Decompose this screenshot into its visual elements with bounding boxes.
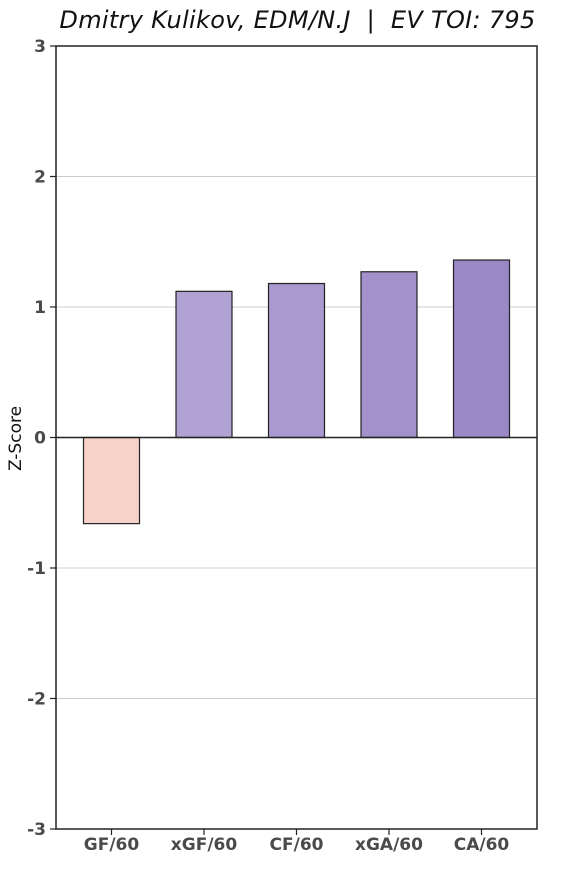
- x-tick-label: GF/60: [84, 835, 140, 855]
- bar-xga-60: [360, 271, 418, 439]
- x-tick-label: xGF/60: [171, 835, 238, 855]
- bar-ca-60: [452, 259, 511, 439]
- bar-gf-60: [82, 436, 141, 525]
- x-tick-label: xGA/60: [355, 835, 423, 855]
- bar-cf-60: [267, 282, 326, 439]
- y-tick-labels: -3 -2 -1 0 1 2 3: [27, 37, 56, 840]
- x-tick-label: CF/60: [270, 835, 324, 855]
- x-tick-label: CA/60: [454, 835, 510, 855]
- x-tick-labels: GF/60 xGF/60 CF/60 xGA/60 CA/60: [84, 829, 510, 855]
- axes: [55, 45, 538, 830]
- y-axis-label: Z-Score: [6, 406, 26, 471]
- y-tick-label: 1: [34, 298, 46, 318]
- y-tick-label: -2: [27, 690, 46, 710]
- chart-title: Dmitry Kulikov, EDM/N.J | EV TOI: 795: [59, 6, 536, 34]
- y-tick-label: 3: [34, 37, 46, 57]
- y-tick-label: -3: [27, 820, 46, 840]
- y-tick-label: 0: [34, 429, 46, 449]
- bar-xgf-60: [175, 290, 233, 439]
- bars: [82, 259, 511, 525]
- y-tick-label: -1: [27, 559, 46, 579]
- y-tick-label: 2: [34, 168, 46, 188]
